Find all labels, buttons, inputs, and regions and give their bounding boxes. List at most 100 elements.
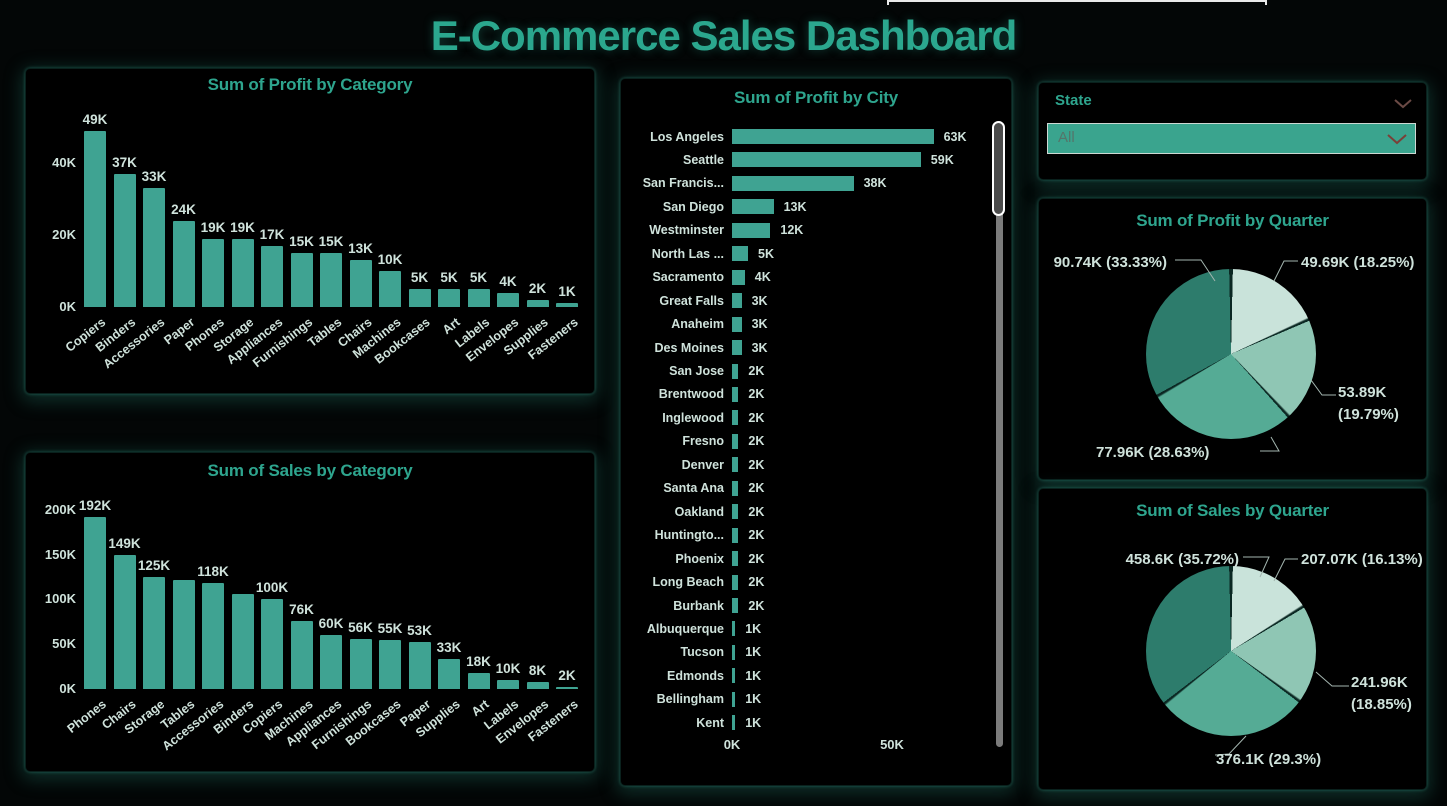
bar[interactable]	[438, 289, 460, 307]
bar-value-label: 10K	[495, 661, 521, 677]
city-row: Huntingto... 2K	[621, 524, 981, 547]
bar-value-label: 18K	[466, 653, 491, 669]
bar[interactable]	[261, 599, 283, 689]
city-label: Fresno	[682, 434, 724, 449]
city-bar[interactable]	[732, 574, 739, 590]
y-axis-tick: 100K	[44, 591, 76, 607]
city-label: San Diego	[662, 199, 724, 214]
city-bar[interactable]	[732, 386, 739, 402]
city-value-label: 12K	[780, 223, 804, 238]
city-bar[interactable]	[732, 551, 739, 567]
page-title: E-Commerce Sales Dashboard	[430, 12, 1018, 59]
panel-sales-by-category: Sum of Sales by Category 0K 50K 100K 150K 20…	[25, 452, 595, 772]
bar-value-label: 49K	[82, 111, 108, 127]
bar[interactable]	[379, 639, 401, 689]
bar-value-label: 37K	[112, 154, 137, 170]
bar[interactable]	[556, 303, 578, 307]
bar[interactable]	[497, 292, 519, 307]
bar[interactable]	[526, 299, 549, 307]
city-label: Brentwood	[658, 387, 724, 402]
city-bar[interactable]	[732, 621, 736, 637]
city-row: Tucson 1K	[621, 641, 981, 664]
bar[interactable]	[408, 641, 431, 689]
bar[interactable]	[231, 238, 254, 307]
city-bar[interactable]	[732, 246, 748, 262]
bar[interactable]	[261, 245, 283, 307]
bar[interactable]	[556, 687, 578, 689]
city-label: Westminster	[649, 223, 724, 238]
pie-slice-label: 77.96K (28.63%)	[1096, 444, 1210, 461]
city-bar[interactable]	[732, 433, 739, 449]
bar[interactable]	[202, 238, 224, 307]
city-bar[interactable]	[732, 691, 736, 707]
city-row: Des Moines 3K	[621, 336, 981, 359]
city-bar[interactable]	[732, 598, 739, 613]
sales-by-quarter-pie[interactable]	[1146, 566, 1316, 736]
city-value-label: 63K	[943, 129, 967, 144]
city-bar[interactable]	[732, 222, 771, 238]
bar[interactable]	[113, 173, 136, 307]
city-bar[interactable]	[732, 480, 739, 496]
bar[interactable]	[408, 289, 431, 307]
bar[interactable]	[84, 516, 106, 689]
chart-title: Sum of Profit by Quarter	[1136, 211, 1329, 230]
bar-value-label: 118K	[197, 564, 229, 580]
city-label: Kent	[696, 715, 724, 730]
bar-value-label: 5K	[410, 270, 429, 285]
pie-slice-label: 49.69K (18.25%)	[1301, 254, 1415, 271]
city-bar[interactable]	[732, 199, 774, 215]
bar[interactable]	[320, 253, 342, 307]
city-bar[interactable]	[732, 410, 739, 426]
profit-by-quarter-pie[interactable]	[1146, 269, 1316, 439]
city-label: San Francis...	[642, 176, 724, 191]
bar[interactable]	[320, 635, 342, 689]
bar[interactable]	[84, 130, 106, 307]
scrollbar-thumb[interactable]	[992, 121, 1005, 216]
bar[interactable]	[290, 620, 313, 689]
chevron-down-icon[interactable]	[1394, 96, 1412, 114]
state-dropdown[interactable]: All	[1047, 123, 1416, 154]
city-value-label: 2K	[748, 551, 765, 566]
city-row: Sacramento 4K	[621, 266, 981, 289]
bar[interactable]	[349, 638, 372, 689]
city-label: Burbank	[673, 598, 724, 613]
city-bar[interactable]	[732, 129, 934, 144]
bar[interactable]	[526, 681, 549, 689]
bar[interactable]	[231, 594, 254, 689]
city-bar[interactable]	[732, 316, 742, 332]
bar[interactable]	[202, 583, 224, 689]
city-bar[interactable]	[732, 527, 739, 543]
city-bar[interactable]	[732, 340, 742, 356]
scrollbar-track[interactable]	[996, 121, 1003, 747]
city-bar[interactable]	[732, 644, 736, 660]
city-bar[interactable]	[732, 293, 742, 309]
bar[interactable]	[143, 188, 165, 307]
city-bar[interactable]	[732, 668, 736, 684]
bar[interactable]	[172, 220, 195, 307]
city-bar[interactable]	[732, 715, 736, 731]
city-bar[interactable]	[732, 363, 739, 379]
city-bar[interactable]	[732, 457, 739, 473]
city-value-label: 2K	[748, 457, 765, 472]
profit-by-city-plot: Los Angeles 63K Seattle 59K San Francis... 38…	[621, 79, 1011, 785]
city-row: Inglewood 2K	[621, 406, 981, 429]
city-bar[interactable]	[732, 504, 739, 520]
bar[interactable]	[438, 659, 460, 689]
bar[interactable]	[290, 253, 313, 307]
city-value-label: 2K	[748, 364, 765, 378]
city-row: Long Beach 2K	[621, 571, 981, 594]
bar[interactable]	[379, 271, 401, 307]
bar[interactable]	[467, 672, 490, 689]
bar[interactable]	[113, 555, 136, 689]
bar[interactable]	[497, 680, 519, 689]
bar[interactable]	[143, 577, 165, 689]
city-bar[interactable]	[732, 269, 745, 285]
bar[interactable]	[172, 579, 195, 689]
chart-title: Sum of Profit by City	[734, 88, 898, 107]
city-value-label: 2K	[748, 434, 765, 449]
city-bar[interactable]	[732, 152, 921, 168]
bar[interactable]	[467, 289, 490, 307]
city-bar[interactable]	[732, 175, 854, 191]
bar[interactable]	[349, 260, 372, 307]
city-value-label: 1K	[745, 715, 762, 730]
